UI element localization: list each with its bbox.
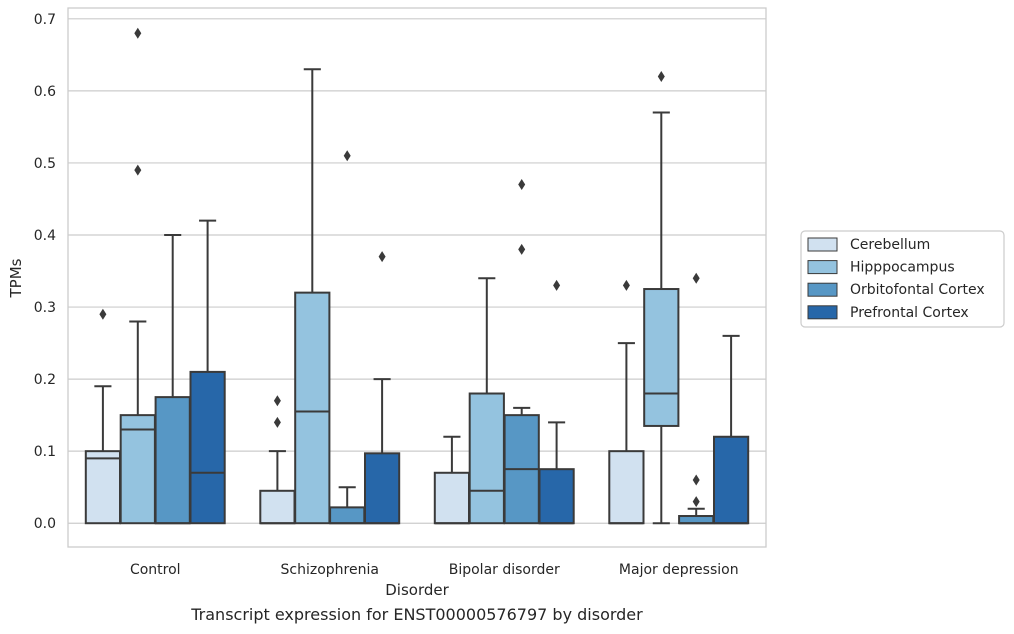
outlier-point xyxy=(99,308,107,320)
y-tick-label: 0.6 xyxy=(34,84,56,100)
y-tick-label: 0.1 xyxy=(34,444,56,460)
y-tick-label: 0.7 xyxy=(34,12,56,28)
outlier-point xyxy=(134,164,142,176)
outlier-point xyxy=(518,243,526,255)
outlier-point xyxy=(692,272,700,284)
outlier-point xyxy=(692,496,700,508)
legend-label: Cerebellum xyxy=(850,237,930,253)
outlier-point xyxy=(378,251,386,263)
x-tick-label: Bipolar disorder xyxy=(449,562,560,578)
legend-label: Prefrontal Cortex xyxy=(850,305,969,321)
box xyxy=(678,515,715,525)
x-axis-label: Disorder xyxy=(385,581,449,599)
legend-swatch xyxy=(807,237,838,252)
box xyxy=(363,452,401,525)
box-group xyxy=(294,68,331,525)
legend-swatch xyxy=(807,260,838,275)
box-group xyxy=(538,279,575,525)
box xyxy=(329,506,366,525)
y-tick-label: 0.3 xyxy=(34,300,56,316)
legend-frame xyxy=(800,230,1005,328)
box xyxy=(468,392,505,525)
box-group xyxy=(712,334,750,525)
y-tick-label: 0.0 xyxy=(34,516,56,532)
outlier-point xyxy=(273,416,281,428)
box xyxy=(608,450,645,525)
legend-swatch xyxy=(807,305,838,320)
box-group xyxy=(119,27,156,525)
box xyxy=(119,414,156,525)
legend-item: Hipppocampus xyxy=(807,260,955,276)
outlier-point xyxy=(273,395,281,407)
legend-swatch xyxy=(807,282,838,297)
outlier-point xyxy=(553,279,561,291)
outlier-point xyxy=(343,150,351,162)
box xyxy=(643,288,680,427)
y-tick-label: 0.4 xyxy=(34,228,56,244)
box-group xyxy=(503,179,540,525)
outlier-point xyxy=(657,70,665,82)
plot-frame xyxy=(67,7,767,548)
outlier-point xyxy=(622,279,630,291)
chart-caption: Transcript expression for ENST0000057679… xyxy=(191,605,643,624)
box-group xyxy=(643,70,680,525)
box-group xyxy=(189,219,226,525)
box xyxy=(294,291,331,525)
legend-label: Orbitofontal Cortex xyxy=(850,282,985,298)
box-group xyxy=(468,277,505,525)
x-tick-label: Control xyxy=(130,562,181,578)
legend-item: Cerebellum xyxy=(807,237,930,253)
box-group xyxy=(259,395,296,525)
box xyxy=(259,489,296,525)
box xyxy=(538,468,575,525)
x-tick-labels: Control Schizophrenia Bipolar disorder Majo… xyxy=(130,562,739,578)
legend: Cerebellum Hipppocampus Orbitofontal Corte… xyxy=(800,230,1005,328)
legend-item: Orbitofontal Cortex xyxy=(807,282,985,298)
x-tick-label: Schizophrenia xyxy=(281,562,379,578)
box-group xyxy=(433,435,471,525)
box xyxy=(154,396,191,525)
outlier-point xyxy=(134,27,142,39)
box-series xyxy=(84,27,750,525)
box-group xyxy=(363,251,401,525)
box-group xyxy=(608,279,645,525)
y-tick-label: 0.2 xyxy=(34,372,56,388)
legend-label: Hipppocampus xyxy=(850,260,955,276)
x-tick-label: Major depression xyxy=(619,562,739,578)
outlier-point xyxy=(518,179,526,191)
box xyxy=(433,471,471,525)
y-axis-label: TPMs xyxy=(7,258,25,298)
box-group xyxy=(154,233,191,525)
box xyxy=(84,450,122,525)
box xyxy=(189,370,226,525)
box xyxy=(712,435,750,525)
y-tick-labels: 0.0 0.1 0.2 0.3 0.4 0.5 0.6 0.7 xyxy=(34,12,56,532)
outlier-point xyxy=(692,474,700,486)
legend-item: Prefrontal Cortex xyxy=(807,305,969,321)
y-tick-label: 0.5 xyxy=(34,156,56,172)
